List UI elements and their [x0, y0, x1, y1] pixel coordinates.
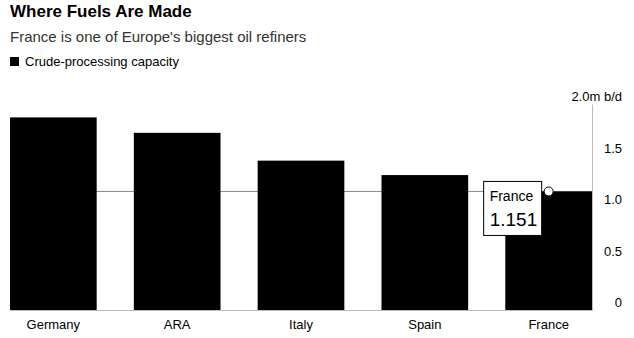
- y-tick: 1.5: [592, 141, 622, 156]
- legend-swatch: [10, 57, 19, 66]
- x-tick: ARA: [164, 310, 191, 332]
- x-tick: Germany: [27, 310, 81, 332]
- bar: [381, 175, 468, 310]
- chart: Where Fuels Are Made France is one of Eur…: [0, 0, 634, 338]
- annotation-label: France: [490, 188, 534, 204]
- y-tick: 2.0m b/d: [571, 89, 622, 104]
- x-tick-label: France: [528, 317, 568, 332]
- bar: [258, 161, 345, 310]
- legend-label: Crude-processing capacity: [25, 54, 179, 69]
- x-axis: Germany ARA Italy Spain France: [11, 310, 593, 332]
- bar: [134, 133, 221, 310]
- y-tick-label: 1.5: [604, 141, 622, 156]
- x-tick-label: Italy: [289, 317, 313, 332]
- bar: [10, 117, 97, 310]
- annotation-box: [484, 181, 542, 235]
- x-tick: Spain: [408, 310, 441, 332]
- annotation-dot: [544, 187, 553, 196]
- y-tick: 0.5: [592, 244, 622, 259]
- x-axis-line: [11, 310, 593, 311]
- x-tick-label: Spain: [408, 317, 441, 332]
- y-tick-label: 0: [615, 295, 622, 310]
- x-tick-label: Germany: [27, 317, 81, 332]
- x-tick-label: ARA: [164, 317, 191, 332]
- plot-area: [10, 117, 592, 310]
- annotation-value: 1.151: [490, 209, 538, 230]
- x-tick: France: [528, 310, 568, 332]
- annotation: France 1.151: [484, 181, 553, 235]
- x-tick: Italy: [289, 310, 313, 332]
- y-tick-label: 2.0m b/d: [571, 89, 622, 104]
- y-tick-label: 1.0: [604, 192, 622, 207]
- subtitle: France is one of Europe's biggest oil re…: [10, 28, 306, 45]
- y-tick: 1.0: [592, 192, 622, 207]
- y-tick-label: 0.5: [604, 244, 622, 259]
- y-axis-line: [592, 105, 593, 311]
- y-axis: 0 0.5 1.0 1.5 2.0m b/d: [571, 89, 622, 310]
- title: Where Fuels Are Made: [10, 2, 192, 21]
- y-tick: 0: [592, 295, 622, 310]
